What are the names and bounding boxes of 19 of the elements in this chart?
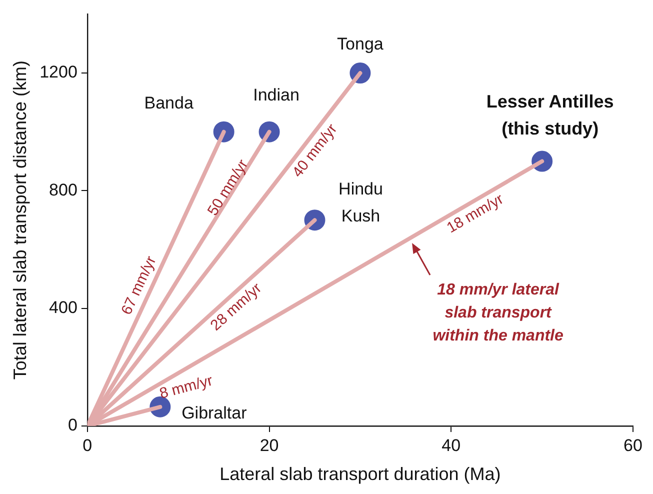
series-label: Gibraltar bbox=[182, 404, 248, 423]
annotation: 18 mm/yr lateral slab transport within the mantle bbox=[432, 281, 564, 344]
x-tick-label: 60 bbox=[624, 436, 642, 455]
x-tick-label: 40 bbox=[442, 436, 461, 455]
y-tick-label: 800 bbox=[49, 180, 78, 200]
series-label: Banda bbox=[144, 94, 194, 113]
series-label: Hindu Kush bbox=[338, 179, 383, 226]
text: 8 mm/yr bbox=[158, 372, 214, 402]
x-tick-label: 20 bbox=[260, 436, 279, 455]
x-axis-title: Lateral slab transport duration (Ma) bbox=[220, 464, 501, 484]
x-tick-label: 0 bbox=[82, 436, 92, 455]
y-axis-title: Total lateral slab transport distance (km) bbox=[10, 60, 30, 380]
y-tick-label: 0 bbox=[68, 416, 78, 435]
y-tick-label: 1200 bbox=[40, 62, 78, 82]
series-label: Tonga bbox=[337, 34, 384, 54]
text: Lesser Antilles (this study) bbox=[486, 92, 614, 139]
text: 67 mm/yr bbox=[118, 254, 160, 318]
y-tick-label: 400 bbox=[49, 298, 78, 318]
series-label: Indian bbox=[253, 86, 300, 105]
